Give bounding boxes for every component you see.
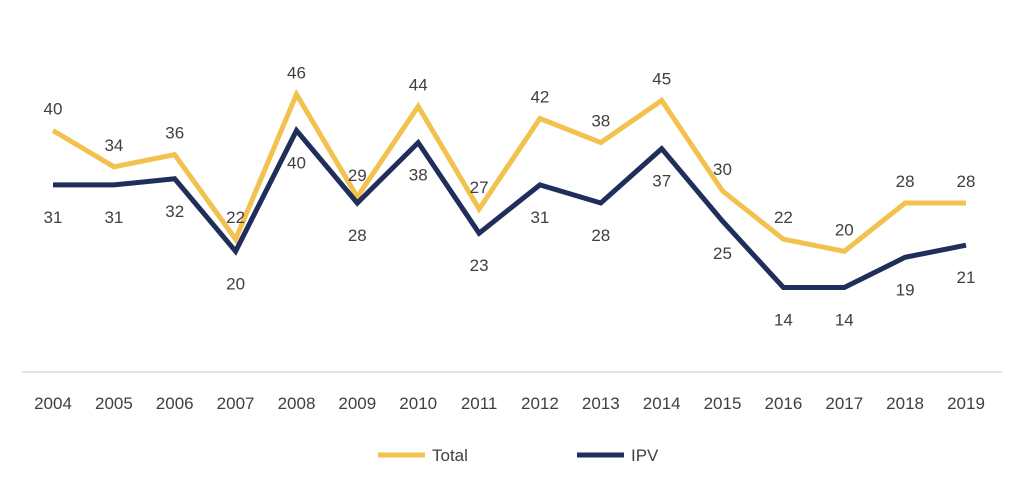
data-label-total: 38 bbox=[591, 112, 610, 131]
data-label-ipv: 14 bbox=[835, 311, 854, 330]
x-tick-label: 2013 bbox=[582, 394, 620, 413]
data-label-ipv: 28 bbox=[348, 226, 367, 245]
legend-item: Total bbox=[378, 446, 468, 465]
series-lines bbox=[51, 88, 967, 290]
legend-item: IPV bbox=[577, 446, 659, 465]
series-line-ipv bbox=[53, 125, 967, 290]
data-label-total: 40 bbox=[44, 100, 63, 119]
data-label-ipv: 14 bbox=[774, 311, 793, 330]
data-label-ipv: 31 bbox=[44, 208, 63, 227]
x-tick-label: 2017 bbox=[825, 394, 863, 413]
x-tick-label: 2014 bbox=[643, 394, 681, 413]
data-label-total: 28 bbox=[896, 172, 915, 191]
x-tick-label: 2016 bbox=[764, 394, 802, 413]
data-label-ipv: 37 bbox=[652, 172, 671, 191]
x-tick-label: 2019 bbox=[947, 394, 985, 413]
x-tick-label: 2011 bbox=[461, 394, 498, 413]
x-tick-label: 2007 bbox=[217, 394, 255, 413]
data-label-ipv: 40 bbox=[287, 154, 306, 173]
data-labels: 40 34 36 22 46 29 44 27 42 38 45 30 22 20 28 28 31 31 32 20… bbox=[44, 63, 976, 329]
x-tick-label: 2006 bbox=[156, 394, 194, 413]
data-label-ipv: 20 bbox=[226, 274, 245, 293]
legend-label: IPV bbox=[631, 446, 659, 465]
data-label-total: 30 bbox=[713, 160, 732, 179]
x-tick-label: 2004 bbox=[34, 394, 72, 413]
data-label-total: 44 bbox=[409, 75, 428, 94]
data-label-ipv: 31 bbox=[530, 208, 549, 227]
x-tick-label: 2010 bbox=[399, 394, 437, 413]
data-label-total: 27 bbox=[470, 178, 489, 197]
x-tick-label: 2012 bbox=[521, 394, 559, 413]
x-tick-label: 2015 bbox=[704, 394, 742, 413]
data-label-total: 22 bbox=[774, 208, 793, 227]
data-label-ipv: 28 bbox=[591, 226, 610, 245]
data-label-ipv: 25 bbox=[713, 244, 732, 263]
data-label-total: 45 bbox=[652, 69, 671, 88]
data-label-ipv: 38 bbox=[409, 166, 428, 185]
legend: Total IPV bbox=[378, 446, 659, 465]
legend-label: Total bbox=[432, 446, 468, 465]
x-tick-label: 2008 bbox=[278, 394, 316, 413]
x-tick-labels: 2004 2005 2006 2007 2008 2009 2010 2011 2012 2013… bbox=[34, 394, 985, 413]
data-label-total: 28 bbox=[957, 172, 976, 191]
data-label-ipv: 32 bbox=[165, 202, 184, 221]
data-label-ipv: 19 bbox=[896, 280, 915, 299]
x-tick-label: 2018 bbox=[886, 394, 924, 413]
data-label-total: 29 bbox=[348, 166, 367, 185]
data-label-ipv: 21 bbox=[957, 268, 976, 287]
data-label-total: 46 bbox=[287, 63, 306, 82]
data-label-ipv: 23 bbox=[470, 256, 489, 275]
data-label-total: 20 bbox=[835, 220, 854, 239]
series-line-total bbox=[51, 88, 966, 254]
data-label-total: 36 bbox=[165, 124, 184, 143]
x-tick-label: 2009 bbox=[338, 394, 376, 413]
x-tick-label: 2005 bbox=[95, 394, 133, 413]
data-label-ipv: 31 bbox=[104, 208, 123, 227]
data-label-total: 22 bbox=[226, 208, 245, 227]
data-label-total: 34 bbox=[104, 136, 123, 155]
data-label-total: 42 bbox=[530, 88, 549, 107]
